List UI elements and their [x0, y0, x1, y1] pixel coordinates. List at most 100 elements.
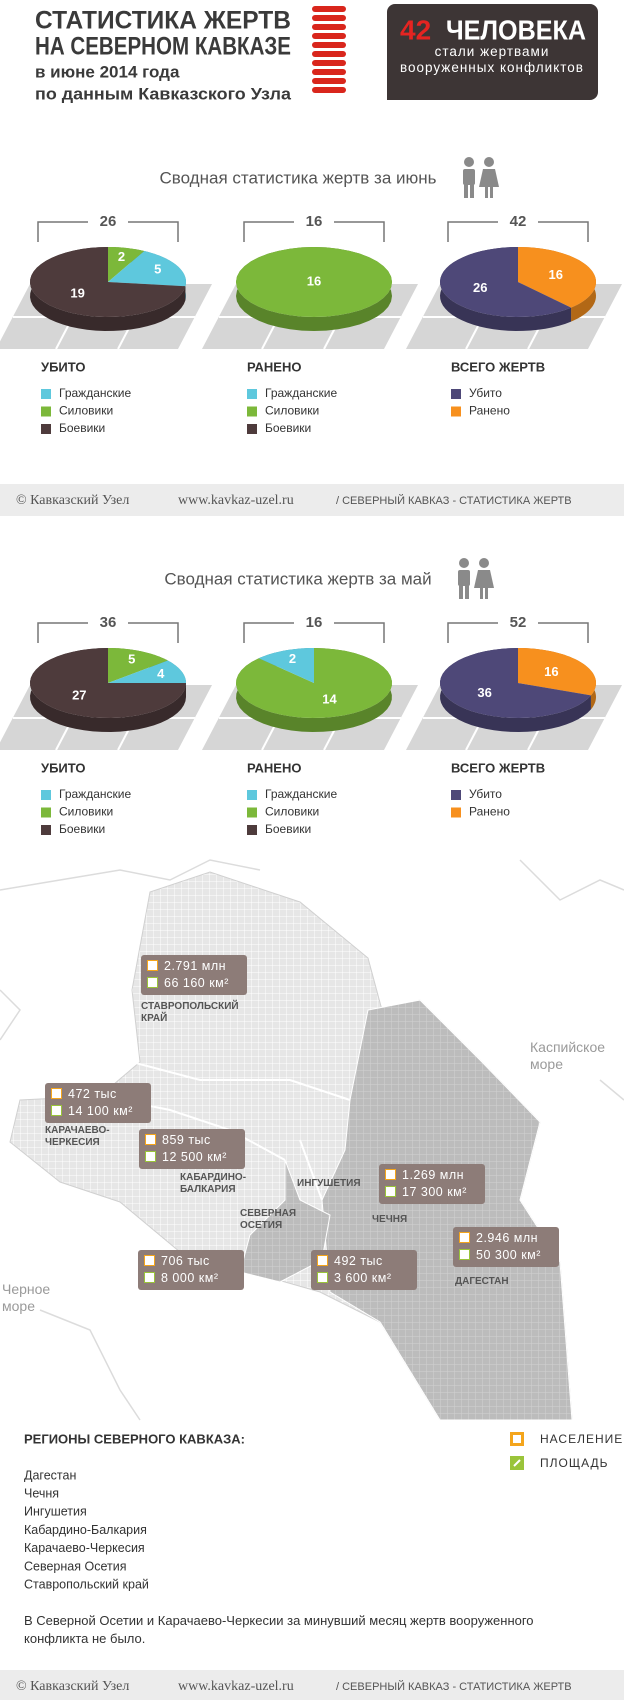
legend-swatch	[247, 825, 257, 835]
total-label: 42	[510, 213, 527, 230]
region-list-item: Кабардино-Балкария	[24, 1523, 147, 1537]
sea-label: Черное море	[2, 1281, 51, 1314]
legend-swatch	[41, 790, 51, 800]
population-row: 472 тыс	[51, 1086, 145, 1103]
area-icon	[51, 1105, 62, 1116]
population-icon	[51, 1088, 62, 1099]
pie-slice	[108, 251, 186, 287]
region-list-item: Ставропольский край	[24, 1577, 149, 1591]
pie-slice	[30, 247, 186, 317]
pie-slice	[518, 648, 596, 696]
pie-value-label: 26	[473, 280, 487, 295]
legend-label: Силовики	[59, 404, 113, 418]
header-subtitle: в июне 2014 года	[35, 62, 180, 81]
footer-copyright: © Кавказский Узел	[16, 1679, 129, 1694]
pie-slice	[518, 247, 596, 308]
total-label: 36	[100, 614, 117, 631]
total-bracket	[37, 221, 179, 242]
bullet-icon	[312, 6, 346, 93]
footer-url: www.kavkaz-uzel.ru	[178, 493, 294, 508]
region-list-item: Дагестан	[24, 1468, 76, 1482]
legend-label: Боевики	[59, 421, 105, 435]
footer-bar	[0, 484, 624, 516]
pie-slice	[236, 648, 392, 718]
area-value: 50 300 км²	[476, 1248, 541, 1262]
legend-swatch	[247, 389, 257, 399]
people-icons	[458, 157, 499, 599]
population-row: 1.269 млн	[385, 1167, 479, 1184]
pie-value-label: 14	[322, 691, 337, 706]
region-stat-box: 2.946 млн 50 300 км²	[453, 1227, 559, 1267]
population-icon	[145, 1134, 156, 1145]
legend-label: Боевики	[59, 822, 105, 836]
pie-title: УБИТО	[41, 359, 86, 374]
pie-value-label: 2	[118, 249, 125, 264]
population-value: 1.269 млн	[402, 1168, 465, 1182]
map	[0, 859, 624, 1421]
legend-swatch	[451, 790, 461, 800]
pie-value-label: 16	[307, 273, 321, 288]
pie-title: РАНЕНО	[247, 760, 301, 775]
pie-slice	[236, 247, 392, 317]
pie-title: ВСЕГО ЖЕРТВ	[451, 359, 545, 374]
pie-side	[440, 247, 572, 331]
area-icon	[317, 1272, 328, 1283]
footer-section: / СЕВЕРНЫЙ КАВКАЗ - СТАТИСТИКА ЖЕРТВ	[336, 1680, 572, 1693]
total-label: 26	[100, 213, 117, 230]
legend-label: Ранено	[469, 805, 510, 819]
pie-value-label: 2	[289, 651, 296, 666]
pie-value-label: 4	[157, 666, 165, 681]
total-label: 16	[306, 213, 323, 230]
area-icon	[144, 1272, 155, 1283]
legend-swatch	[247, 807, 257, 818]
area-row: 14 100 км²	[51, 1103, 145, 1120]
legend-label: Силовики	[59, 805, 113, 819]
pie-value-label: 19	[70, 286, 84, 301]
pie-slice	[108, 247, 145, 282]
footer-url: www.kavkaz-uzel.ru	[178, 1679, 294, 1694]
population-row: 706 тыс	[144, 1253, 238, 1270]
legend-swatch	[41, 807, 51, 818]
area-icon	[385, 1186, 396, 1197]
total-bracket	[37, 622, 179, 643]
region-name: КАРАЧАЕВО-ЧЕРКЕСИЯ	[45, 1125, 110, 1148]
map-legend-label: НАСЕЛЕНИЕ	[540, 1432, 623, 1446]
badge-text: стали жертвами вооруженных конфликтов	[400, 44, 584, 75]
legend-swatch	[41, 389, 51, 399]
region-name: ДАГЕСТАН	[455, 1276, 509, 1287]
area-value: 17 300 км²	[402, 1185, 467, 1199]
legend-swatch	[247, 424, 257, 434]
population-value: 859 тыс	[162, 1133, 211, 1147]
region-list-item: Ингушетия	[24, 1505, 87, 1519]
total-bracket	[243, 221, 385, 242]
total-label: 52	[510, 614, 527, 631]
legend-label: Ранено	[469, 404, 510, 418]
pie-value-label: 5	[154, 262, 161, 277]
legend-label: Убито	[469, 787, 502, 801]
region-name: ЧЕЧНЯ	[372, 1214, 408, 1225]
area-row: 66 160 км²	[147, 975, 241, 992]
area-icon	[147, 977, 158, 988]
region-stat-box: 2.791 млн 66 160 км²	[141, 955, 247, 995]
pie-title: РАНЕНО	[247, 359, 301, 374]
pie-title: УБИТО	[41, 760, 86, 775]
area-row: 12 500 км²	[145, 1149, 239, 1166]
area-row: 17 300 км²	[385, 1184, 479, 1201]
population-value: 492 тыс	[334, 1254, 383, 1268]
legend-icon	[513, 1435, 521, 1443]
legend-icon	[513, 1459, 521, 1467]
legend-label: Гражданские	[59, 386, 131, 400]
population-icon	[459, 1232, 470, 1243]
sea-label: Каспийское море	[530, 1039, 606, 1072]
pie-value-label: 5	[128, 652, 135, 667]
legend-label: Боевики	[265, 822, 311, 836]
region-stat-box: 472 тыс 14 100 км²	[45, 1083, 151, 1123]
region-name: ИНГУШЕТИЯ	[297, 1178, 361, 1189]
pie-slice	[108, 660, 186, 683]
header-title: СТАТИСТИКА ЖЕРТВ	[35, 7, 291, 35]
population-icon	[147, 960, 158, 971]
pie-slice	[30, 648, 186, 718]
region-stat-box: 492 тыс 3 600 км²	[311, 1250, 417, 1290]
pie-value-label: 16	[549, 267, 563, 282]
